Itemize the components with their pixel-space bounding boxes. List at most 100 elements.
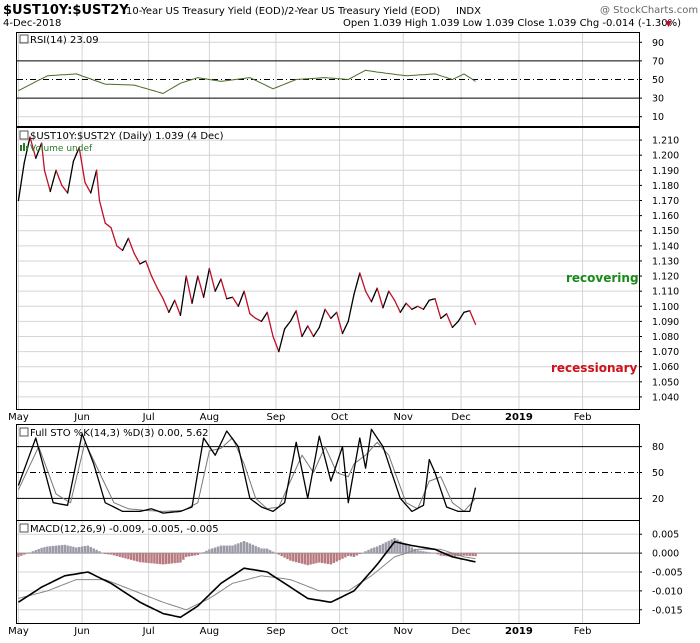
price-segment	[156, 287, 161, 295]
price-segment	[188, 289, 193, 304]
macd-histogram-bar	[373, 547, 376, 554]
price-segment	[72, 153, 77, 162]
price-segment	[205, 267, 211, 284]
macd-histogram-bar	[248, 543, 252, 554]
price-segment	[66, 176, 72, 194]
month-label: Sep	[266, 626, 285, 637]
month-label: Jul	[142, 626, 155, 637]
macd-histogram-bar	[98, 551, 101, 554]
price-tick-label: 1.040	[652, 392, 679, 403]
price-segment	[101, 211, 106, 224]
price-segment	[234, 301, 239, 307]
macd-tick-label: 0.000	[652, 549, 679, 560]
month-label: Nov	[393, 412, 413, 423]
price-segment	[396, 305, 401, 313]
price-segment	[318, 317, 323, 329]
price-segment	[393, 299, 399, 307]
macd-histogram-bar	[370, 548, 373, 554]
macd-histogram-bar	[234, 544, 237, 554]
price-segment	[194, 275, 199, 291]
macd-histogram-bar	[51, 545, 55, 554]
price-segment	[434, 298, 439, 310]
price-segment	[124, 237, 130, 245]
rsi-tick-label: 90	[652, 38, 664, 49]
macd-histogram-bar	[396, 539, 399, 554]
macd-histogram-bar	[211, 548, 214, 554]
price-segment	[121, 243, 127, 252]
price-segment	[133, 252, 138, 260]
macd-histogram-bar	[156, 553, 159, 564]
price-segment	[87, 187, 92, 194]
price-segment	[298, 322, 303, 338]
price-segment	[43, 169, 49, 182]
price-segment	[286, 320, 292, 326]
price-segment	[307, 325, 312, 332]
macd-histogram-bar	[213, 547, 217, 554]
price-segment	[127, 237, 132, 247]
macd-histogram-bar	[17, 553, 20, 557]
macd-histogram-bar	[95, 549, 98, 554]
macd-histogram-bar	[109, 553, 113, 555]
price-segment	[223, 288, 228, 300]
macd-histogram-bar	[422, 551, 425, 554]
macd-tick-label: -0.005	[652, 568, 683, 579]
macd-histogram-bar	[271, 551, 275, 554]
price-segment	[231, 296, 237, 303]
price-segment	[52, 169, 57, 182]
sto-label: Full STO %K(14,3) %D(3) 0.00, 5.62	[30, 428, 209, 439]
macd-histogram-bar	[138, 553, 142, 563]
macd-histogram-bar	[75, 547, 78, 554]
macd-histogram-bar	[393, 538, 396, 554]
price-segment	[75, 146, 80, 156]
macd-histogram-bar	[361, 552, 364, 554]
price-segment	[237, 298, 242, 307]
price-segment	[425, 299, 430, 306]
price-segment	[472, 316, 477, 326]
macd-histogram-bar	[245, 542, 249, 554]
price-segment	[69, 160, 75, 178]
price-segment	[211, 279, 216, 292]
macd-histogram-bar	[289, 553, 292, 561]
price-segment	[312, 331, 318, 338]
macd-histogram-bar	[153, 553, 156, 564]
macd-histogram-bar	[242, 541, 246, 554]
price-segment	[281, 328, 286, 341]
price-segment	[23, 149, 28, 164]
price-tick-label: 1.100	[652, 302, 679, 313]
macd-histogram-bar	[355, 553, 359, 556]
price-segment	[147, 267, 153, 277]
macd-histogram-bar	[451, 553, 454, 557]
price-segment	[362, 281, 367, 292]
rsi-tick-label: 30	[652, 94, 664, 105]
mark-layer	[17, 69, 477, 619]
macd-histogram-bar	[222, 545, 226, 554]
macd-histogram-bar	[80, 546, 84, 554]
macd-histogram-bar	[454, 553, 457, 557]
price-segment	[93, 169, 98, 183]
macd-histogram-bar	[260, 548, 263, 554]
macd-histogram-bar	[158, 553, 162, 565]
macd-histogram-bar	[208, 549, 211, 554]
month-label: 2019	[505, 626, 533, 637]
macd-histogram-bar	[150, 553, 153, 564]
macd-histogram-bar	[387, 540, 390, 554]
macd-histogram-bar	[399, 541, 402, 554]
macd-histogram-bar	[318, 553, 321, 563]
macd-histogram-bar	[292, 553, 295, 562]
month-label: Oct	[331, 412, 348, 423]
price-segment	[168, 305, 173, 313]
price-segment	[422, 304, 428, 310]
macd-histogram-bar	[283, 553, 286, 558]
price-segment	[353, 282, 358, 295]
price-segment	[272, 335, 277, 345]
macd-histogram-bar	[101, 552, 104, 554]
price-segment	[309, 330, 315, 338]
price-segment	[350, 293, 355, 309]
price-segment	[243, 290, 248, 304]
macd-histogram-bar	[89, 546, 92, 554]
price-segment	[437, 307, 442, 320]
macd-histogram-bar	[196, 553, 200, 555]
macd-panel-icon	[19, 523, 29, 533]
macd-histogram-bar	[28, 552, 32, 554]
